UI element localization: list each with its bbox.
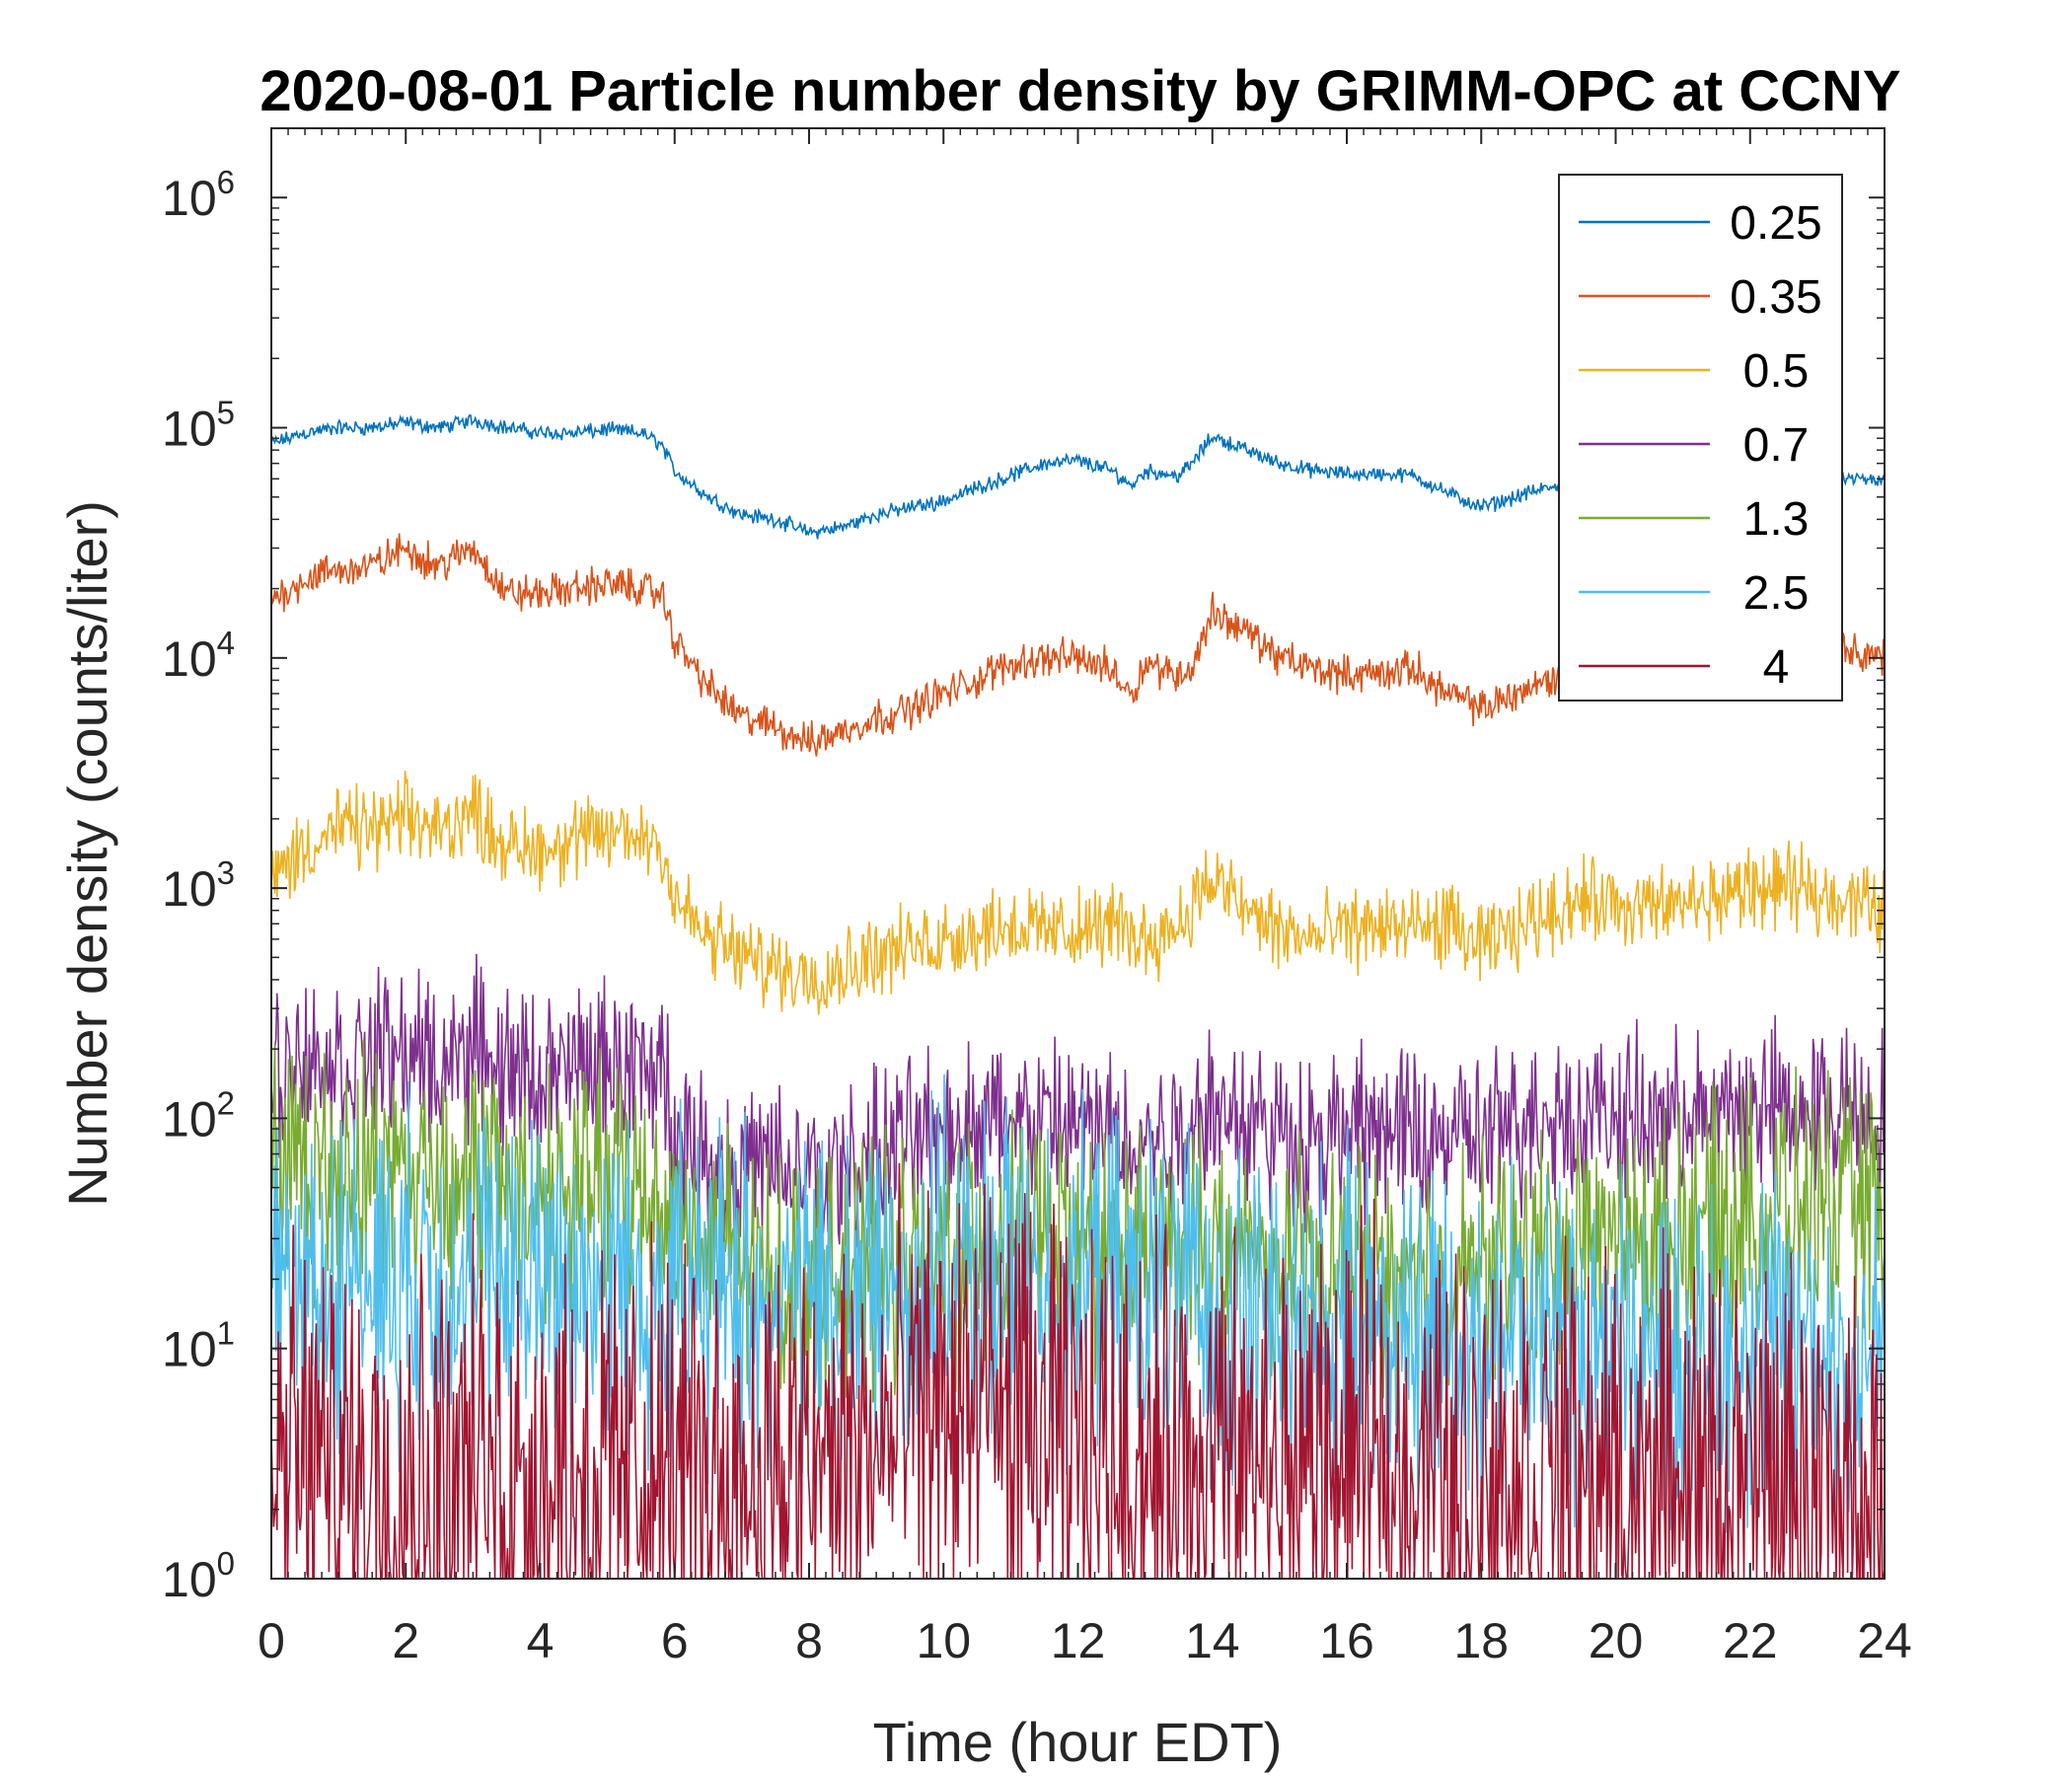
x-tick-label: 20 xyxy=(1589,1613,1644,1668)
legend-label-5: 1.3 xyxy=(1743,493,1810,546)
series-line-7 xyxy=(270,1162,1886,1582)
legend-label-2: 0.35 xyxy=(1730,271,1821,324)
y-tick-label: 100 xyxy=(162,1545,235,1607)
x-tick-label: 2 xyxy=(392,1613,419,1668)
x-tick-label: 18 xyxy=(1453,1613,1509,1668)
legend-label-1: 0.25 xyxy=(1730,197,1821,250)
x-axis-label: Time (hour EDT) xyxy=(873,1711,1283,1773)
chart-title: 2020-08-01 Particle number density by GR… xyxy=(259,59,1900,123)
y-tick-label: 101 xyxy=(162,1315,235,1377)
x-tick-label: 16 xyxy=(1319,1613,1374,1668)
x-tick-label: 12 xyxy=(1051,1613,1106,1668)
y-axis-label: Number density (counts/liter) xyxy=(56,500,118,1207)
series-layer xyxy=(270,413,1886,1582)
y-tick-label: 104 xyxy=(162,625,235,687)
legend-label-7: 4 xyxy=(1763,641,1790,694)
ticks-layer: 0 2 4 6 8 10 12 14 16 18 20 22 241001011021031041051… xyxy=(162,127,1912,1668)
y-tick-label: 103 xyxy=(162,854,235,917)
legend-box xyxy=(1558,174,1843,702)
x-tick-label: 0 xyxy=(258,1613,285,1668)
y-tick-label: 102 xyxy=(162,1084,235,1147)
y-tick-label: 106 xyxy=(162,164,235,226)
x-tick-label: 4 xyxy=(527,1613,555,1668)
series-line-3 xyxy=(270,770,1886,1015)
x-tick-label: 22 xyxy=(1723,1613,1778,1668)
legend-label-3: 0.5 xyxy=(1743,345,1810,398)
x-tick-label: 6 xyxy=(661,1613,689,1668)
legend-label-4: 0.7 xyxy=(1743,419,1810,472)
series-line-4 xyxy=(270,953,1886,1248)
legend-label-6: 2.5 xyxy=(1743,567,1810,620)
x-tick-label: 24 xyxy=(1857,1613,1912,1668)
y-tick-label: 105 xyxy=(162,395,235,457)
x-tick-label: 10 xyxy=(916,1613,971,1668)
x-tick-label: 14 xyxy=(1185,1613,1240,1668)
x-tick-label: 8 xyxy=(795,1613,823,1668)
legend: 0.25 0.35 0.5 0.7 1.3 2.5 4 xyxy=(1558,174,1843,702)
